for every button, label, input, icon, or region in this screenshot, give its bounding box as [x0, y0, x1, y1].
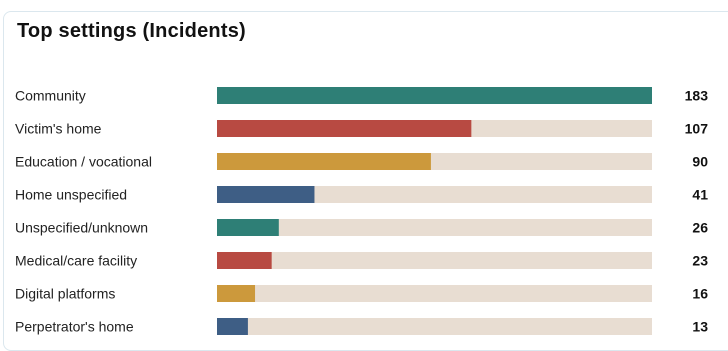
value-label: 90	[692, 154, 708, 170]
bar-community	[217, 87, 652, 104]
category-label: Victim's home	[15, 121, 102, 137]
bar-row-home-unspecified: Home unspecified 41	[15, 186, 708, 203]
bar-home-unspecified	[217, 186, 315, 203]
category-label: Home unspecified	[15, 187, 127, 203]
value-label: 16	[692, 286, 708, 302]
bar-track	[217, 252, 652, 269]
bar-perpetrator-s-home	[217, 318, 248, 335]
chart-title: Top settings (Incidents)	[17, 20, 246, 42]
bar-education-vocational	[217, 153, 431, 170]
value-label: 13	[692, 319, 708, 335]
bar-track	[217, 186, 652, 203]
bar-medical-care-facility	[217, 252, 272, 269]
category-label: Perpetrator's home	[15, 319, 134, 335]
category-label: Medical/care facility	[15, 253, 137, 269]
bar-track	[217, 285, 652, 302]
bar-digital-platforms	[217, 285, 256, 302]
value-label: 23	[692, 253, 708, 269]
bar-row-unspecified-unknown: Unspecified/unknown 26	[15, 219, 708, 236]
bar-row-digital-platforms: Digital platforms 16	[15, 285, 708, 302]
bar-row-education-vocational: Education / vocational 90	[15, 153, 708, 170]
bar-row-perpetrator-s-home: Perpetrator's home 13	[15, 318, 708, 335]
bar-victim-s-home	[217, 120, 472, 137]
bar-row-victim-s-home: Victim's home 107	[15, 120, 708, 137]
bar-unspecified-unknown	[217, 219, 279, 236]
value-label: 183	[685, 88, 709, 104]
category-label: Digital platforms	[15, 286, 115, 302]
category-label: Education / vocational	[15, 154, 152, 170]
value-label: 26	[692, 220, 708, 236]
category-label: Unspecified/unknown	[15, 220, 148, 236]
bar-row-medical-care-facility: Medical/care facility 23	[15, 252, 708, 269]
value-label: 41	[692, 187, 708, 203]
category-label: Community	[15, 88, 86, 104]
bar-track	[217, 318, 652, 335]
bar-row-community: Community 183	[15, 87, 708, 104]
value-label: 107	[685, 121, 709, 137]
bar-track	[217, 219, 652, 236]
bar-chart: Community 183 Victim's home 107 Education / …	[15, 87, 708, 335]
